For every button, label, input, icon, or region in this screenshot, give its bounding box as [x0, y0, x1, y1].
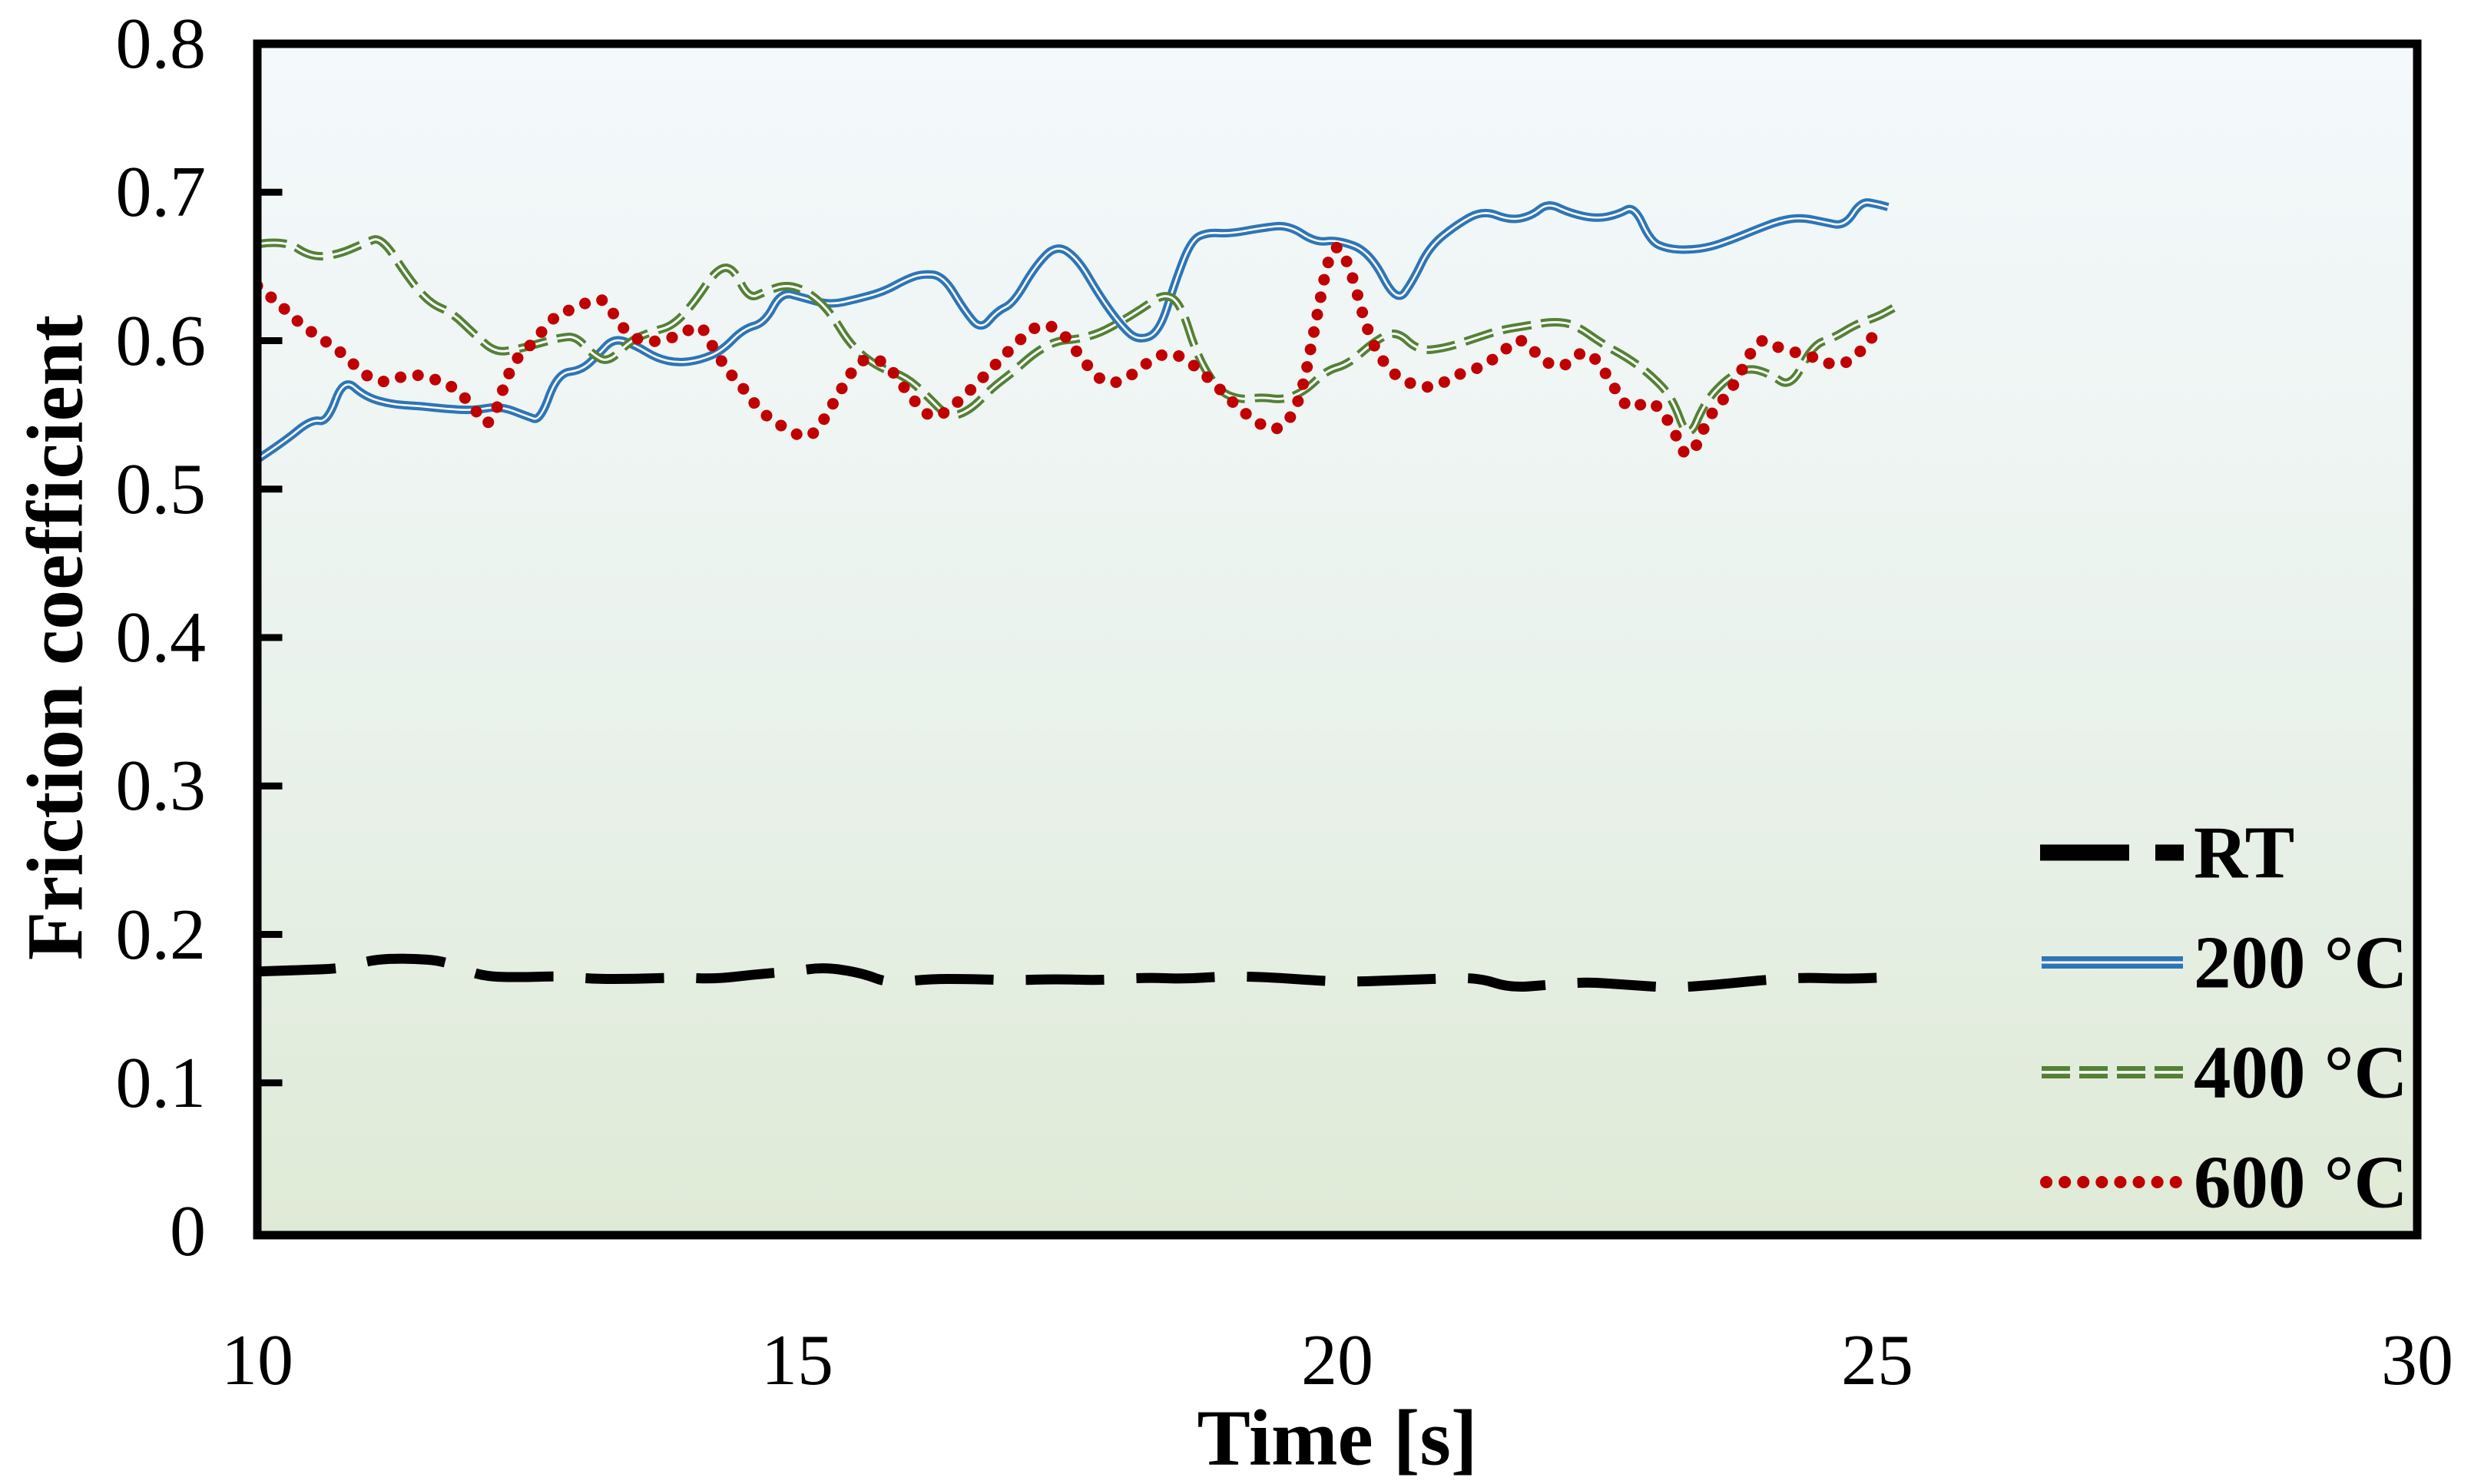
x-tick-label: 20 — [1301, 1320, 1373, 1400]
plot-border — [253, 39, 2422, 1240]
x-axis-title: Time [s] — [1197, 1393, 1478, 1482]
x-tick-label: 15 — [761, 1320, 833, 1400]
y-tick-label: 0.5 — [115, 449, 207, 529]
y-tick-label: 0.6 — [115, 300, 207, 381]
legend-label-600c: 600 °C — [2194, 1141, 2408, 1224]
series-line-RT — [261, 953, 1889, 992]
x-tick-label: 10 — [221, 1320, 293, 1400]
legend-markers — [2040, 844, 2184, 1188]
y-tick-label: 0.3 — [115, 746, 207, 826]
y-tick-label: 0.2 — [115, 894, 207, 975]
y-tick-label: 0 — [170, 1191, 206, 1271]
y-tick-label: 0.7 — [115, 152, 207, 233]
y-tick-label: 0.8 — [115, 4, 207, 84]
legend-label-rt: RT — [2194, 811, 2295, 894]
x-tick-label: 25 — [1841, 1320, 1913, 1400]
series-line-600C — [261, 242, 1883, 460]
y-tick-label: 0.4 — [115, 598, 207, 677]
series-line-core — [261, 201, 1889, 459]
x-tick-label: 30 — [2381, 1320, 2453, 1400]
series-group — [261, 198, 1896, 992]
legend-label-400c: 400 °C — [2194, 1031, 2408, 1114]
y-tick-label: 0.1 — [115, 1042, 207, 1123]
y-axis-title: Friction coefficient — [11, 314, 100, 961]
plot-panel-background — [257, 44, 2417, 1235]
legend-label-200c: 200 °C — [2194, 921, 2408, 1004]
